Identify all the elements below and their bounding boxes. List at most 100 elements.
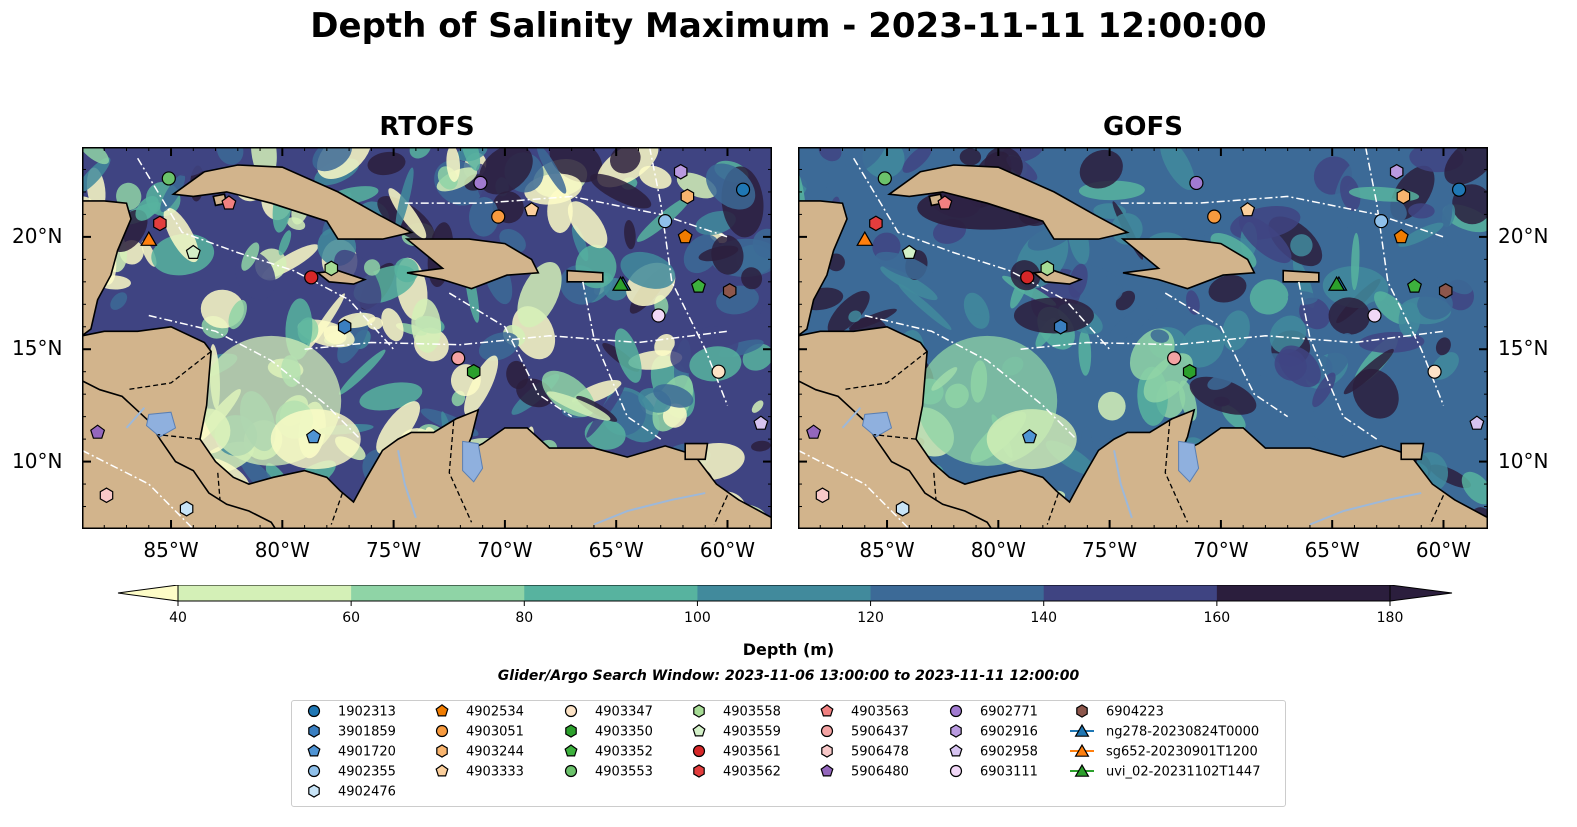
- obs-marker-6902958: [753, 415, 769, 430]
- depth-contour-patch: [359, 382, 423, 411]
- depth-contour-patch: [1328, 297, 1371, 335]
- legend-entry: 3901859: [308, 724, 396, 740]
- depth-contour-patch: [1159, 147, 1195, 190]
- country-border: [873, 433, 917, 440]
- obs-marker-4903563: [221, 195, 237, 210]
- legend-entry: 4903333: [435, 764, 524, 780]
- legend-entry: 4903350: [565, 724, 653, 740]
- legend-entry: 4903051: [435, 725, 524, 740]
- depth-contour-patch: [620, 251, 676, 289]
- legend-marker: [435, 704, 449, 717]
- legend-label: 4903562: [723, 765, 781, 780]
- obs-marker-5906437: [1167, 351, 1182, 366]
- depth-contour-patch: [160, 174, 186, 212]
- obs-marker-4902476: [179, 500, 194, 517]
- legend-marker: [308, 784, 320, 798]
- obs-marker-4903244: [680, 188, 695, 205]
- depth-contour-patch: [662, 403, 687, 428]
- legend-marker: [820, 724, 834, 738]
- legend-entry: 4903563: [820, 704, 909, 720]
- depth-contour-patch: [312, 147, 352, 172]
- eez-boundary: [798, 449, 910, 529]
- legend-entry: 6902958: [949, 744, 1038, 760]
- deep-region: [1013, 297, 1094, 334]
- country-border: [126, 350, 212, 391]
- depth-contour-patch: [1097, 391, 1126, 421]
- legend-label: 4903352: [595, 745, 653, 760]
- chart-title: Depth of Salinity Maximum - 2023-11-11 1…: [310, 6, 1267, 46]
- land-puertorico: [1282, 269, 1320, 283]
- lon-tick-label: 70°W: [477, 538, 533, 562]
- legend-entry: ng278-20230824T0000: [1070, 723, 1259, 740]
- legend-label: 6903111: [980, 765, 1038, 780]
- legend-label: 4902534: [466, 705, 524, 720]
- obs-marker-4903562: [153, 215, 167, 232]
- legend-marker: [950, 724, 962, 738]
- legend-entry: 4903559: [692, 724, 781, 740]
- obs-marker-6902771: [1189, 175, 1204, 191]
- obs-marker-4903051: [1207, 209, 1222, 224]
- legend-marker: [564, 704, 578, 718]
- depth-contour-patch: [959, 148, 982, 166]
- depth-contour-patch: [1180, 324, 1225, 368]
- depth-contour-patch: [1325, 333, 1354, 377]
- obs-marker-4903352: [690, 278, 707, 293]
- depth-contour-patch: [902, 147, 933, 173]
- lat-tick-label-left: 10°N: [12, 448, 63, 473]
- eez-boundary: [582, 281, 662, 440]
- obs-marker-1902313: [1451, 182, 1467, 197]
- colorbar-segment: [524, 585, 698, 601]
- depth-contour-patch: [590, 173, 652, 209]
- legend-entry: 6902916: [950, 724, 1038, 740]
- legend-label: 4903553: [595, 765, 653, 780]
- obs-marker-4903561: [304, 270, 319, 285]
- legend-entry: 4903347: [564, 704, 653, 720]
- legend-marker: [820, 764, 834, 777]
- colorbar-frame: [177, 585, 1391, 602]
- depth-contour-patch: [82, 147, 109, 165]
- gofs-map: [798, 147, 1488, 529]
- depth-contour-patch: [1408, 203, 1435, 219]
- lake: [1178, 440, 1200, 483]
- depth-contour-patch: [1435, 337, 1451, 356]
- eez-boundary: [82, 449, 194, 529]
- colorbar-tick-label: 80: [515, 610, 533, 626]
- depth-contour-patch: [1269, 315, 1307, 354]
- legend-label: 4903244: [466, 745, 524, 760]
- legend-entry: 4903352: [564, 744, 653, 760]
- obs-marker-4903347: [1427, 364, 1442, 379]
- eez-boundary: [1298, 281, 1378, 440]
- depth-contour-patch: [388, 188, 427, 239]
- legend-label: 4903347: [595, 705, 653, 720]
- depth-contour-patch: [798, 147, 829, 193]
- obs-marker-4903563: [937, 195, 953, 210]
- lon-tick-label: 60°W: [699, 538, 756, 562]
- legend-marker: [949, 704, 963, 718]
- legend-marker: [308, 724, 320, 738]
- country-border: [330, 492, 344, 525]
- legend-label: ng278-20230824T0000: [1106, 725, 1259, 740]
- obs-marker-uvi_02-20231102T1447: [611, 275, 630, 291]
- obs-marker-6902916: [1389, 163, 1404, 180]
- depth-contour-patch: [848, 310, 862, 323]
- legend-marker: [820, 704, 834, 717]
- depth-contour-patch: [549, 147, 603, 183]
- lake: [861, 411, 893, 438]
- depth-contour-patch: [1107, 302, 1158, 343]
- legend-entry: 4903553: [564, 765, 653, 780]
- depth-contour-patch: [1352, 368, 1399, 419]
- depth-contour-patch: [1059, 352, 1071, 388]
- obs-marker-4903561: [1020, 270, 1035, 285]
- land-trinidad: [1400, 442, 1425, 461]
- depth-contour-patch: [751, 440, 771, 452]
- legend-label: uvi_02-20231102T1447: [1106, 765, 1260, 780]
- depth-contour-patch: [1143, 353, 1193, 403]
- obs-marker-4903559: [185, 244, 201, 260]
- depth-contour-patch: [1111, 213, 1143, 245]
- depth-contour-patch: [546, 391, 611, 421]
- river: [1309, 492, 1422, 526]
- depth-contour-patch: [468, 197, 499, 237]
- colorbar-segment: [178, 585, 352, 601]
- legend-label: 4902476: [338, 785, 396, 800]
- legend-label: 6902958: [980, 745, 1038, 760]
